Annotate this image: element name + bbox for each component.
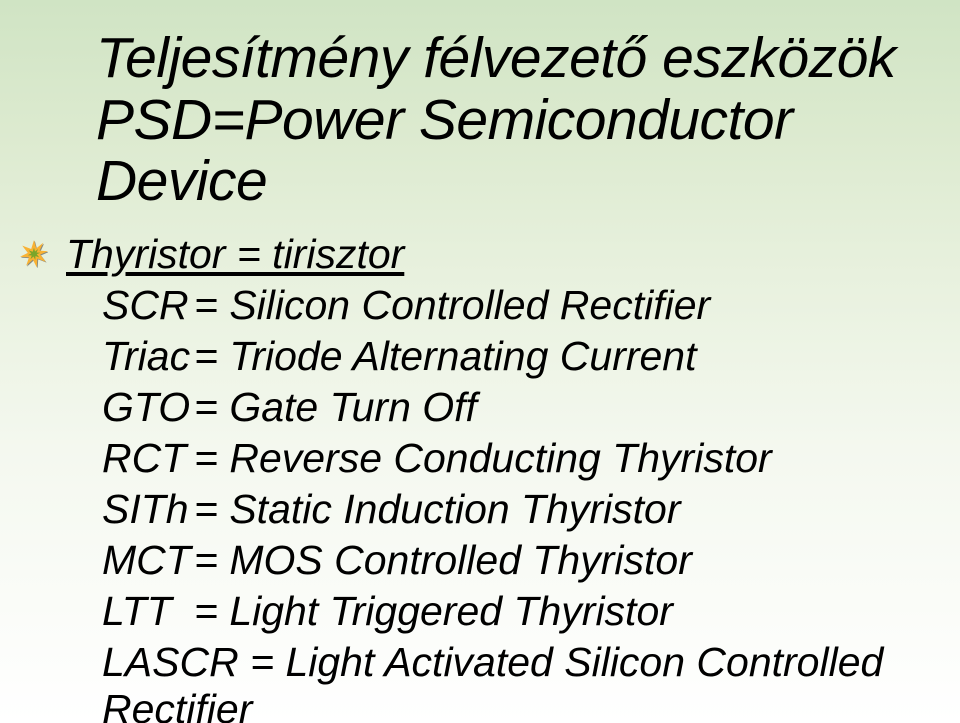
content-area: Thyristor = tirisztor SCR = Silicon Cont… — [72, 231, 930, 723]
definition: = Triode Alternating Current — [194, 333, 697, 380]
definition: = Reverse Conducting Thyristor — [194, 435, 772, 482]
list-item-lascr: LASCR = Light Activated Silicon Controll… — [102, 639, 930, 723]
abbr: GTO — [102, 384, 194, 431]
title-line-2: PSD=Power Semiconductor Device — [96, 90, 930, 213]
section-heading: Thyristor = tirisztor — [20, 231, 930, 278]
definition: = Silicon Controlled Rectifier — [194, 282, 710, 329]
section-head-text: Thyristor = tirisztor — [66, 231, 404, 278]
list-item: SCR = Silicon Controlled Rectifier — [102, 282, 930, 329]
list-item: RCT = Reverse Conducting Thyristor — [102, 435, 930, 482]
starburst-icon — [20, 240, 48, 268]
definition: = Light Triggered Thyristor — [194, 588, 673, 635]
list-item: Triac = Triode Alternating Current — [102, 333, 930, 380]
abbr: LTT — [102, 588, 194, 635]
list-item: SITh = Static Induction Thyristor — [102, 486, 930, 533]
list-item: GTO = Gate Turn Off — [102, 384, 930, 431]
definition: = MOS Controlled Thyristor — [194, 537, 692, 584]
list-item: LTT = Light Triggered Thyristor — [102, 588, 930, 635]
definition: = Static Induction Thyristor — [194, 486, 681, 533]
definition: = Gate Turn Off — [194, 384, 477, 431]
abbr: RCT — [102, 435, 194, 482]
abbr: SCR — [102, 282, 194, 329]
abbr: SITh — [102, 486, 194, 533]
slide: Teljesítmény félvezető eszközök PSD=Powe… — [0, 0, 960, 723]
slide-title: Teljesítmény félvezető eszközök PSD=Powe… — [96, 28, 930, 213]
abbr: MCT — [102, 537, 194, 584]
abbr: Triac — [102, 333, 194, 380]
title-line-1: Teljesítmény félvezető eszközök — [96, 28, 930, 90]
list-item: MCT = MOS Controlled Thyristor — [102, 537, 930, 584]
